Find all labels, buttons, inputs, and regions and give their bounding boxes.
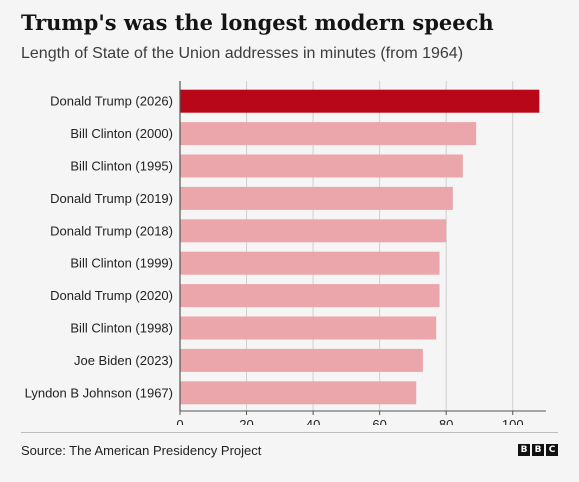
category-label-6: Donald Trump (2020) [50,288,173,303]
x-tick-label-100: 100 [502,417,524,425]
x-tick-label-40: 40 [306,417,320,425]
bar-9 [180,381,417,405]
source-note: Source: The American Presidency Project [21,443,262,458]
category-label-4: Donald Trump (2018) [50,223,173,238]
category-label-9: Lyndon B Johnson (1967) [25,385,173,400]
bar-7 [180,316,437,340]
category-label-3: Donald Trump (2019) [50,191,173,206]
x-tick-label-0: 0 [176,417,183,425]
bar-4 [180,219,447,243]
chart-title: Trump's was the longest modern speech [21,10,494,35]
footer-divider [21,432,558,433]
category-label-2: Bill Clinton (1995) [70,159,173,174]
bar-chart: Donald Trump (2026) Bill Clinton (2000) Bi… [25,81,546,425]
bbc-logo: B B C [518,444,558,456]
bar-2 [180,154,463,178]
bbc-logo-letter-c: C [546,444,558,456]
bar-1 [180,122,477,146]
chart-subtitle: Length of State of the Union addresses i… [21,45,464,62]
x-tick-label-20: 20 [239,417,253,425]
bar-6 [180,284,440,308]
bar-0 [180,89,540,113]
bar-8 [180,348,423,372]
bbc-logo-letter-b2: B [532,444,544,456]
category-label-0: Donald Trump (2026) [50,94,173,109]
bar-5 [180,251,440,275]
category-label-5: Bill Clinton (1999) [70,256,173,271]
category-label-7: Bill Clinton (1998) [70,321,173,336]
bbc-logo-letter-b1: B [518,444,530,456]
category-label-1: Bill Clinton (2000) [70,126,173,141]
category-label-8: Joe Biden (2023) [74,353,173,368]
x-tick-label-80: 80 [439,417,453,425]
x-tick-label-60: 60 [372,417,386,425]
bar-3 [180,186,453,210]
